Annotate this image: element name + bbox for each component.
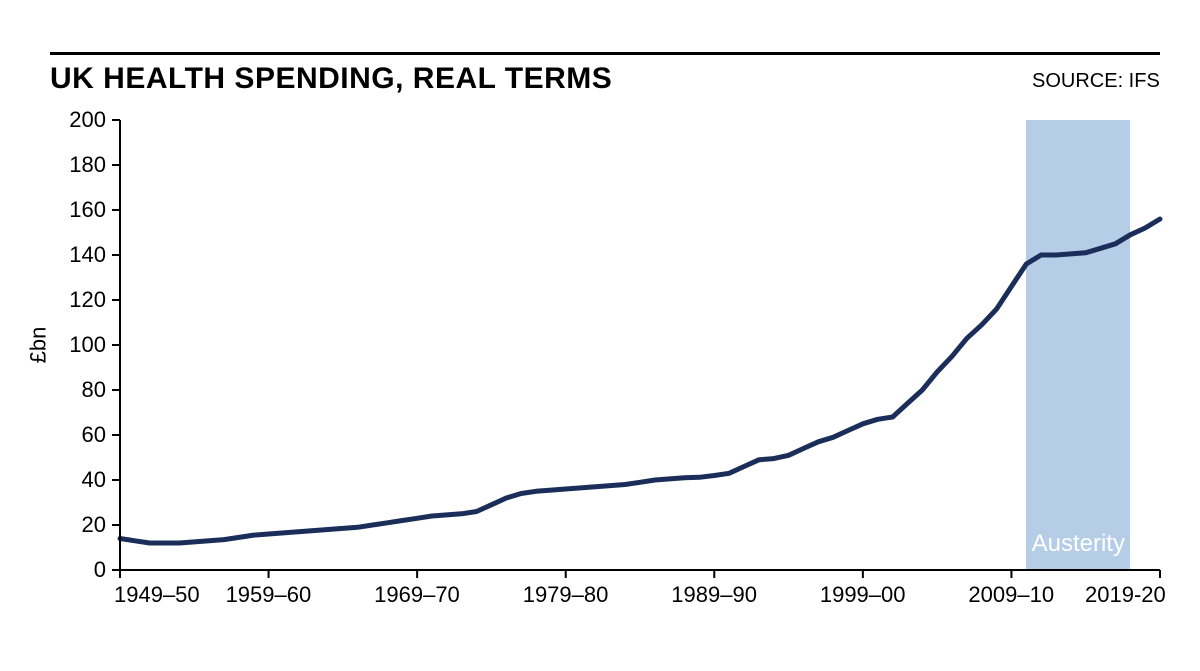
x-tick-label: 1969–70 [374,582,460,608]
x-tick-label: 2019-20 [1085,582,1166,608]
x-tick-label: 2009–10 [968,582,1054,608]
y-tick-label: 0 [0,557,106,583]
y-tick-label: 180 [0,152,106,178]
y-tick-label: 120 [0,287,106,313]
x-tick-label: 1979–80 [523,582,609,608]
y-tick-label: 200 [0,107,106,133]
x-tick-label: 1959–60 [226,582,312,608]
y-tick-label: 140 [0,242,106,268]
spending-line [120,219,1160,543]
x-tick-label: 1949–50 [114,582,200,608]
chart-svg [0,0,1200,671]
x-tick-label: 1989–90 [671,582,757,608]
y-tick-label: 20 [0,512,106,538]
y-tick-label: 80 [0,377,106,403]
y-tick-label: 60 [0,422,106,448]
y-axis-label-box: £bn [20,332,57,358]
y-tick-label: 40 [0,467,106,493]
y-tick-label: 160 [0,197,106,223]
y-axis-label: £bn [25,327,51,364]
x-tick-label: 1999–00 [820,582,906,608]
